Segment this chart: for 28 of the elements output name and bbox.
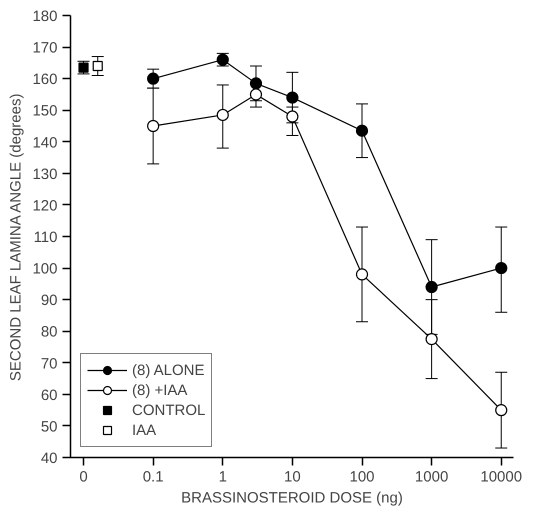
legend-label: IAA [132,422,156,438]
y-tick-label: 80 [40,324,58,341]
x-tick-label: 100 [349,468,375,486]
y-tick-label: 40 [40,450,58,467]
y-tick-label: 140 [32,134,58,152]
x-tick-label: 10000 [480,468,522,486]
x-tick-label: 1000 [414,468,448,486]
y-tick-label: 90 [40,292,58,310]
y-tick-label: 110 [34,229,58,246]
legend-label: (8) ALONE [132,362,205,378]
y-tick-label: 60 [40,386,58,404]
x-tick-label: 0 [79,468,88,486]
y-tick-label: 150 [32,102,58,120]
y-tick-label: 120 [32,197,58,214]
x-axis-title: BRASSINOSTEROID DOSE (ng) [181,490,403,506]
y-tick-label: 170 [32,40,58,57]
y-tick-label: 130 [32,166,58,183]
y-tick-label: 180 [32,8,58,25]
y-tick-label: 100 [32,260,58,278]
y-axis-title: SECOND LEAF LAMINA ANGLE (degrees) [7,94,24,382]
x-tick-label: 0.1 [142,468,164,486]
y-tick-label: 160 [32,71,58,88]
y-tick-label: 70 [40,355,58,372]
x-tick-label: 10 [284,468,301,486]
x-tick-label: 1 [218,468,227,486]
legend-label: (8) +IAA [132,382,188,398]
legend-label: CONTROL [132,402,206,418]
y-tick-label: 50 [40,418,58,436]
